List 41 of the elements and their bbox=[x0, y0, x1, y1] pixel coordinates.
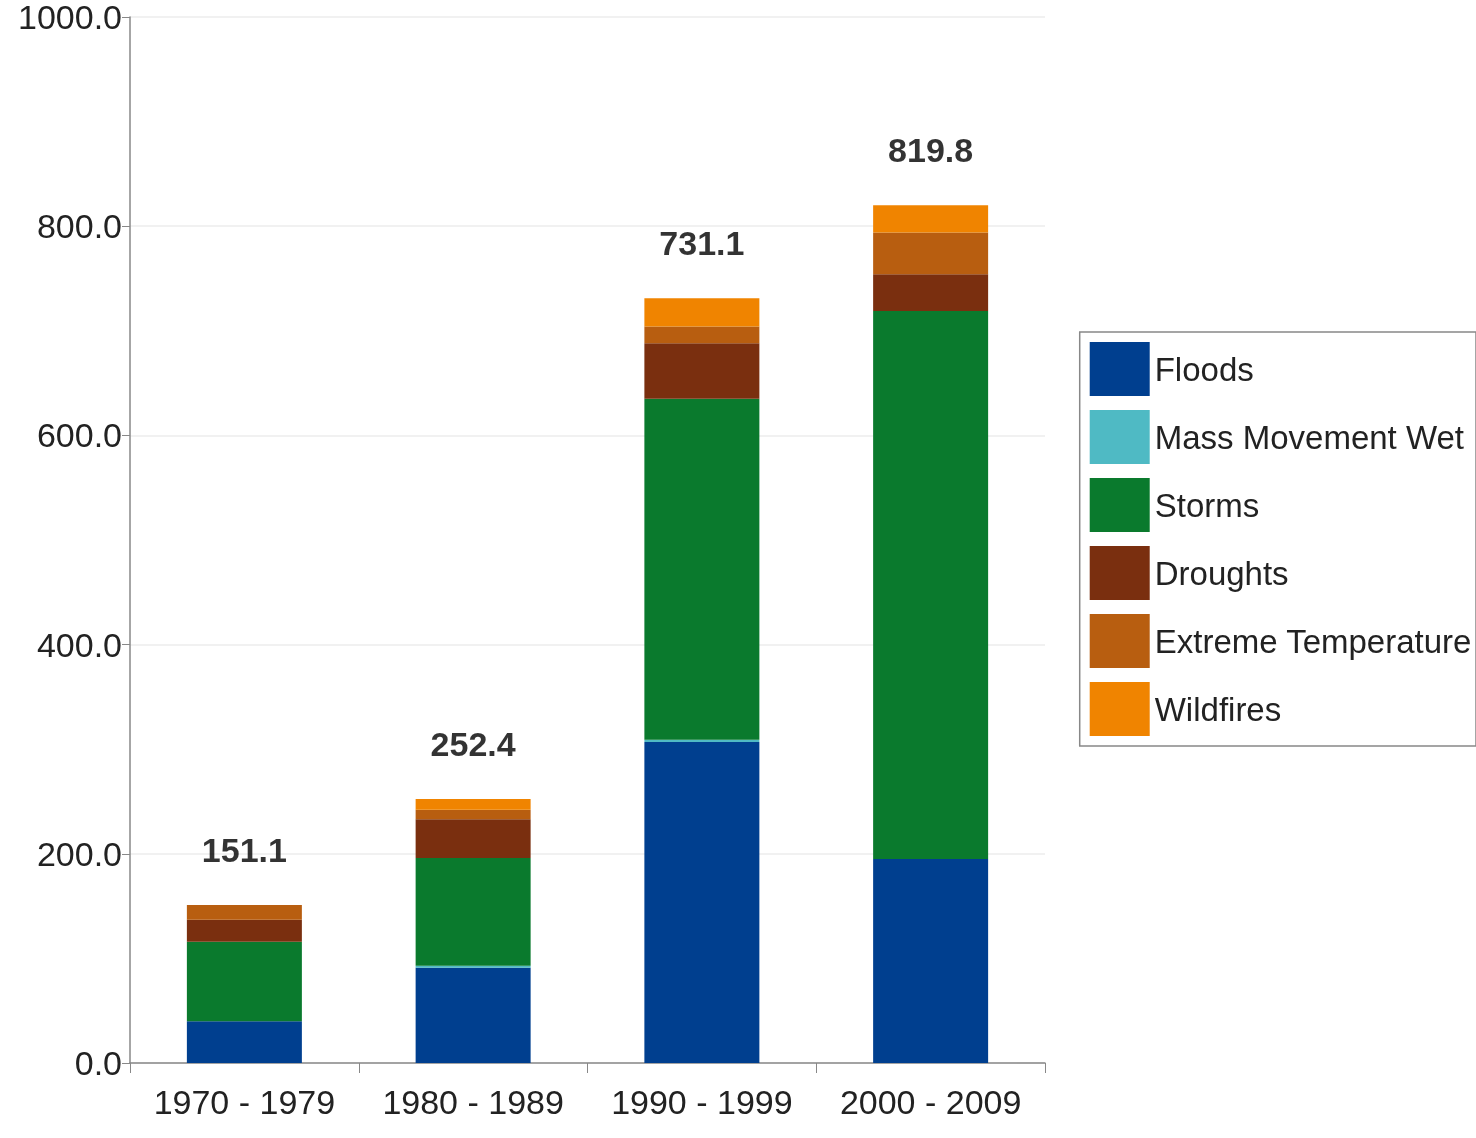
bar bbox=[644, 398, 760, 740]
bar bbox=[644, 741, 760, 1063]
y-tick-label: 1000.0 bbox=[18, 0, 122, 36]
legend-label: Mass Movement Wet bbox=[1154, 418, 1465, 456]
bar bbox=[415, 819, 531, 858]
bar bbox=[873, 205, 989, 233]
bar bbox=[644, 298, 760, 327]
bar bbox=[873, 859, 989, 1063]
y-tick-label: 600.0 bbox=[36, 416, 122, 455]
bar bbox=[186, 905, 302, 920]
x-tick-label: 1990 - 1999 bbox=[611, 1083, 793, 1121]
bar bbox=[873, 310, 989, 860]
legend-label: Storms bbox=[1154, 486, 1260, 524]
legend-label: Droughts bbox=[1154, 554, 1289, 592]
bar bbox=[186, 919, 302, 942]
x-tick-label: 1980 - 1989 bbox=[382, 1083, 564, 1121]
total-label: 731.1 bbox=[659, 224, 745, 263]
bar bbox=[644, 326, 760, 344]
bar bbox=[415, 967, 531, 1063]
legend-label: Extreme Temperature bbox=[1154, 622, 1472, 660]
bar bbox=[644, 343, 760, 399]
total-label: 819.8 bbox=[888, 131, 974, 170]
y-tick-label: 400.0 bbox=[36, 625, 122, 664]
y-tick-label: 800.0 bbox=[36, 207, 122, 246]
total-label: 252.4 bbox=[430, 724, 516, 763]
bar bbox=[873, 274, 989, 311]
bar bbox=[644, 739, 760, 742]
bar bbox=[415, 965, 531, 968]
bar bbox=[415, 857, 531, 966]
bar bbox=[186, 1021, 302, 1063]
x-tick-label: 2000 - 2009 bbox=[839, 1083, 1022, 1121]
total-label: 151.1 bbox=[201, 831, 287, 870]
legend-label: Wildfires bbox=[1154, 690, 1282, 728]
bar bbox=[415, 798, 531, 810]
legend-label: Floods bbox=[1154, 350, 1254, 388]
bar bbox=[186, 941, 302, 1022]
y-tick-label: 0.0 bbox=[74, 1044, 122, 1082]
bar bbox=[873, 232, 989, 275]
y-tick-label: 200.0 bbox=[36, 834, 122, 873]
x-tick-label: 1970 - 1979 bbox=[153, 1083, 336, 1121]
bar bbox=[415, 809, 531, 820]
